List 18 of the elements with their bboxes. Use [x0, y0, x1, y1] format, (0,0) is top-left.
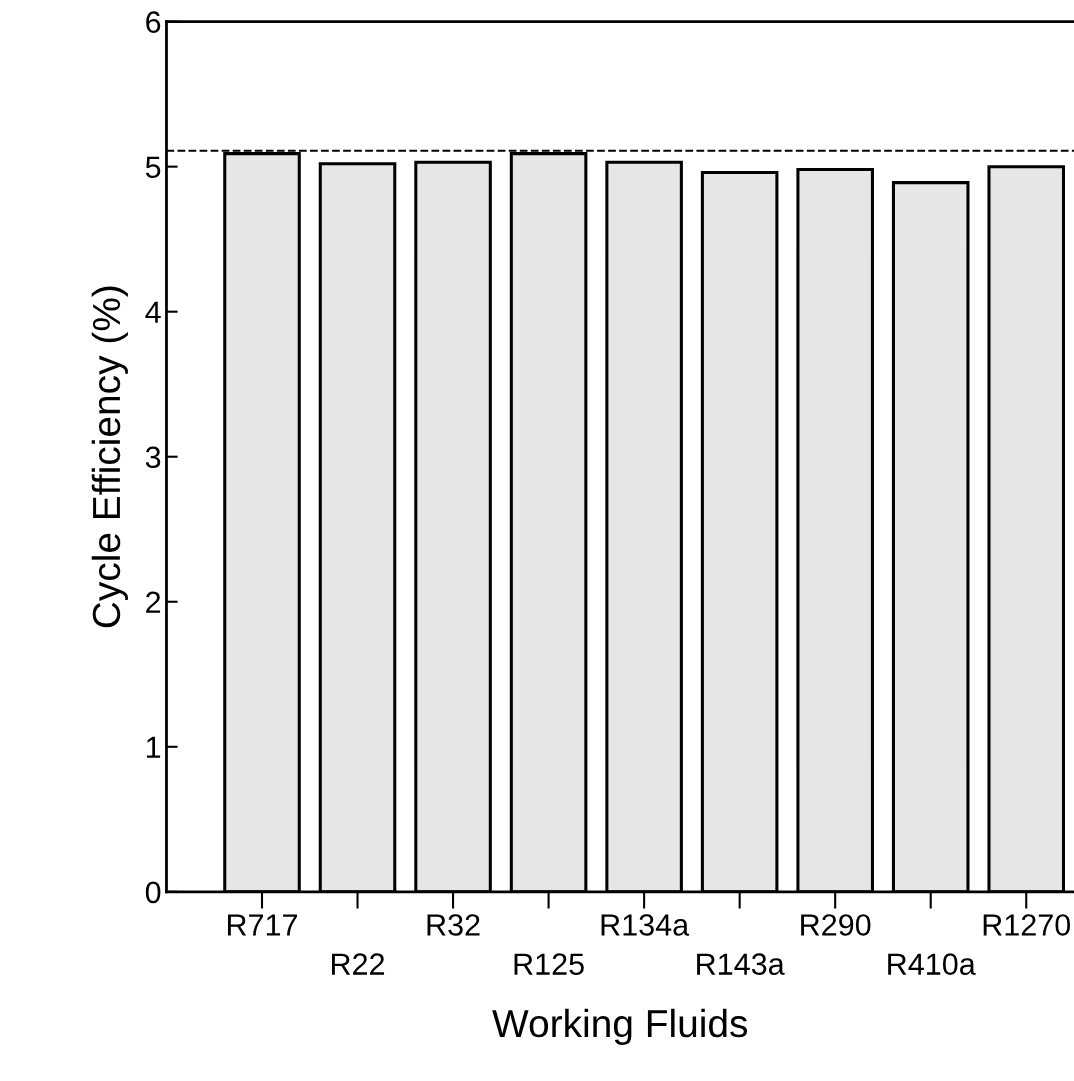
x-tick-label: R143a: [697, 953, 785, 975]
x-tick-label: R125: [514, 953, 584, 975]
y-tick-label: 6: [146, 11, 161, 33]
y-tick-label: 5: [145, 156, 161, 179]
y-tick-label: 1: [146, 736, 161, 758]
x-tick-label: R717: [227, 914, 297, 936]
x-tick-label: R290: [801, 914, 871, 936]
y-axis-title: Cycle Efficiency (%): [91, 286, 128, 628]
y-tick-label: 2: [146, 591, 161, 613]
x-tick-label: R22: [332, 953, 385, 975]
y-tick-label: 3: [145, 446, 161, 469]
x-tick-label: R134a: [601, 914, 690, 936]
x-tick-label: R32: [427, 914, 480, 936]
x-tick-label: R410a: [888, 953, 976, 975]
y-tick-label: 4: [145, 301, 161, 323]
x-tick-label: R1270: [983, 914, 1071, 936]
x-axis-title: Working Fluids: [492, 1008, 748, 1046]
y-tick-label: 0: [145, 881, 161, 904]
